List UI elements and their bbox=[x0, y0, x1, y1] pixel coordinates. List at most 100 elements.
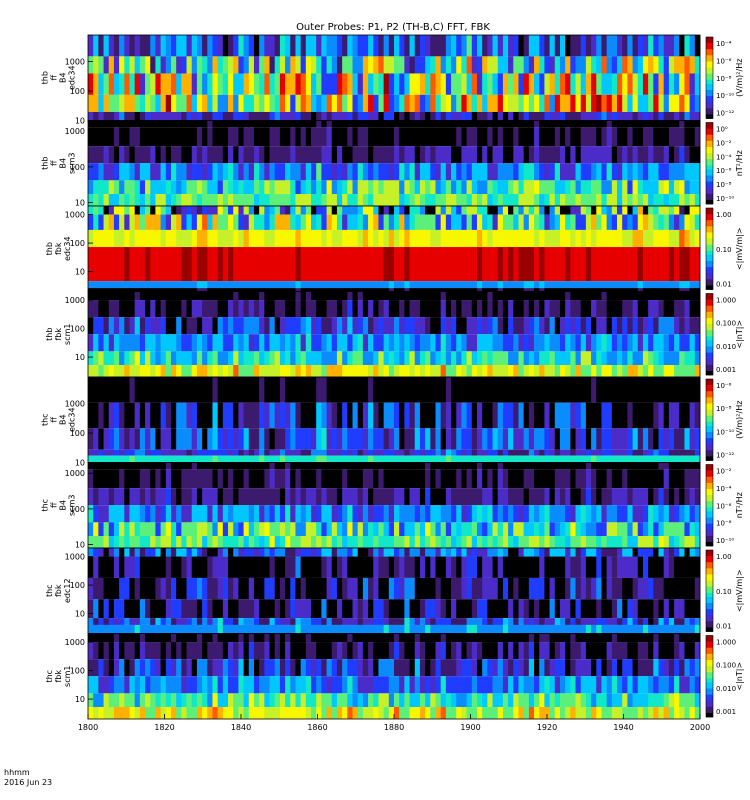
heatmap-cell bbox=[461, 536, 468, 548]
heatmap-cell bbox=[212, 351, 219, 366]
heatmap-cell bbox=[357, 556, 364, 578]
heatmap-cell bbox=[409, 214, 416, 230]
heatmap-cell bbox=[399, 247, 405, 282]
heatmap-cell bbox=[461, 317, 468, 335]
heatmap-cell bbox=[300, 127, 307, 147]
heatmap-cell bbox=[487, 455, 493, 463]
heatmap-cell bbox=[487, 111, 493, 121]
heatmap-cell bbox=[419, 281, 426, 289]
heatmap-cell bbox=[264, 536, 270, 548]
heatmap-cell bbox=[222, 488, 229, 506]
colorbar-unit: nT²/Hz bbox=[735, 492, 744, 518]
heatmap-cell bbox=[253, 288, 260, 292]
heatmap-cell bbox=[321, 291, 327, 301]
heatmap-cell bbox=[196, 300, 203, 318]
panel-label-line: thb bbox=[45, 328, 54, 341]
heatmap-cell bbox=[196, 351, 203, 366]
heatmap-cell bbox=[228, 180, 234, 195]
heatmap-cell bbox=[508, 469, 514, 489]
heatmap-cell bbox=[207, 111, 213, 121]
heatmap-cell bbox=[316, 229, 322, 248]
heatmap-cell bbox=[170, 449, 177, 456]
heatmap-cell bbox=[305, 402, 312, 429]
heatmap-cell bbox=[637, 288, 644, 292]
heatmap-cell bbox=[378, 180, 385, 195]
heatmap-cell bbox=[523, 351, 530, 366]
heatmap-cell bbox=[399, 377, 405, 403]
heatmap-cell bbox=[248, 469, 255, 489]
heatmap-cell bbox=[648, 127, 654, 147]
heatmap-cell bbox=[502, 94, 509, 112]
heatmap-cell bbox=[160, 111, 167, 121]
heatmap-cell bbox=[684, 180, 691, 195]
heatmap-cell bbox=[601, 449, 608, 456]
heatmap-cell bbox=[409, 180, 416, 195]
heatmap-cell bbox=[580, 624, 587, 634]
heatmap-cell bbox=[212, 377, 219, 403]
heatmap-cell bbox=[476, 536, 483, 548]
heatmap-cell bbox=[217, 120, 224, 128]
heatmap-cell bbox=[88, 449, 94, 456]
heatmap-cell bbox=[362, 548, 369, 557]
heatmap-cell bbox=[269, 120, 276, 128]
heatmap-cell bbox=[129, 505, 136, 523]
colorbar-segment bbox=[706, 165, 713, 168]
colorbar-segment bbox=[706, 486, 713, 490]
heatmap-cell bbox=[461, 56, 468, 74]
heatmap-cell bbox=[119, 127, 125, 147]
heatmap-cell bbox=[150, 146, 156, 164]
heatmap-cell bbox=[202, 624, 208, 634]
heatmap-cell bbox=[466, 351, 473, 366]
heatmap-cell bbox=[103, 522, 110, 537]
heatmap-cell bbox=[658, 180, 665, 195]
heatmap-cell bbox=[181, 56, 187, 74]
heatmap-cell bbox=[103, 624, 110, 634]
heatmap-cell bbox=[253, 194, 260, 206]
heatmap-cell bbox=[611, 428, 618, 450]
heatmap-cell bbox=[451, 577, 457, 600]
heatmap-cell bbox=[155, 180, 162, 195]
heatmap-cell bbox=[88, 618, 94, 625]
heatmap-cell bbox=[689, 111, 696, 121]
heatmap-cell bbox=[497, 247, 504, 282]
colorbar-segment bbox=[706, 364, 713, 368]
heatmap-cell bbox=[471, 449, 478, 456]
heatmap-cell bbox=[456, 556, 462, 578]
colorbar-segment bbox=[706, 541, 713, 545]
heatmap-cell bbox=[378, 214, 385, 230]
heatmap-cell bbox=[445, 229, 452, 248]
heatmap-cell bbox=[233, 281, 239, 289]
heatmap-cell bbox=[222, 599, 229, 619]
heatmap-cell bbox=[233, 522, 239, 537]
heatmap-cell bbox=[523, 300, 530, 318]
heatmap-cell bbox=[139, 229, 146, 248]
heatmap-cell bbox=[373, 317, 379, 335]
heatmap-cell bbox=[191, 462, 198, 470]
heatmap-cell bbox=[88, 127, 94, 147]
heatmap-cell bbox=[290, 206, 296, 215]
heatmap-cell bbox=[394, 291, 400, 301]
colorbar-segment bbox=[706, 299, 713, 302]
heatmap-cell bbox=[570, 194, 576, 206]
heatmap-cell bbox=[336, 206, 343, 215]
heatmap-cell bbox=[331, 35, 338, 57]
heatmap-cell bbox=[352, 180, 359, 195]
heatmap-cell bbox=[653, 377, 659, 403]
heatmap-cell bbox=[228, 317, 234, 335]
heatmap-cell bbox=[233, 35, 239, 57]
heatmap-cell bbox=[368, 56, 374, 74]
heatmap-cell bbox=[404, 317, 410, 335]
heatmap-cell bbox=[181, 365, 187, 377]
heatmap-cell bbox=[228, 214, 234, 230]
heatmap-cell bbox=[113, 317, 120, 335]
heatmap-cell bbox=[445, 488, 452, 506]
heatmap-cell bbox=[228, 247, 234, 282]
heatmap-cell bbox=[627, 94, 633, 112]
heatmap-cell bbox=[627, 462, 633, 470]
heatmap-cell bbox=[145, 365, 151, 377]
heatmap-cell bbox=[508, 351, 514, 366]
heatmap-cell bbox=[487, 402, 493, 429]
heatmap-cell bbox=[528, 556, 535, 578]
heatmap-cell bbox=[492, 334, 499, 352]
heatmap-cell bbox=[539, 548, 545, 557]
